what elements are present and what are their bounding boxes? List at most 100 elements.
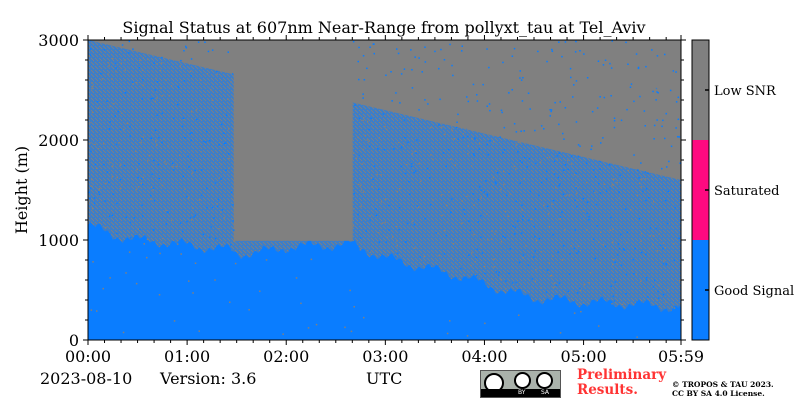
noise-speck [451,66,453,68]
noise-speck [199,79,202,81]
noise-speck [561,55,563,58]
noise-speck [456,121,458,123]
noise-speck [553,173,556,175]
noise-speck [588,218,590,221]
noise-speck [140,177,143,180]
noise-speck [677,118,680,121]
noise-speck [378,73,380,75]
noise-speck [580,51,582,54]
noise-speck [485,180,487,182]
noise-speck [206,206,208,209]
cc-license-badge: BY SA [480,370,561,398]
noise-speck [613,259,615,261]
noise-speck [126,122,128,125]
noise-speck [146,238,149,241]
noise-speck [565,86,567,89]
noise-speck [450,128,453,130]
noise-speck [449,320,451,322]
noise-speck [614,40,616,43]
noise-speck [366,120,369,123]
noise-speck [384,88,386,90]
low-snr-block [233,40,353,241]
noise-speck [91,185,93,188]
noise-speck [89,197,91,200]
noise-speck [591,238,594,241]
noise-speck [359,237,362,239]
noise-speck [613,300,615,302]
noise-speck [626,231,629,233]
noise-speck [627,63,629,65]
noise-speck [534,250,537,252]
noise-speck [573,247,576,250]
noise-speck [543,150,545,153]
noise-speck [556,63,558,66]
noise-speck [576,252,578,254]
noise-speck [652,63,654,65]
noise-speck [215,52,217,54]
noise-speck [88,55,91,57]
noise-speck [508,92,510,94]
noise-speck [182,175,185,177]
noise-speck [233,111,235,114]
noise-speck [468,254,470,256]
noise-speck [519,261,521,264]
noise-speck [577,245,580,247]
noise-speck [153,199,156,202]
noise-speck [362,61,364,64]
noise-speck [534,280,536,282]
noise-speck [559,183,561,185]
noise-speck [230,243,232,246]
noise-speck [622,112,624,115]
noise-speck [599,261,601,264]
noise-speck [385,50,388,52]
noise-speck [667,190,669,192]
noise-speck [92,85,94,87]
noise-speck [353,192,355,195]
noise-speck [633,81,636,84]
noise-speck [168,95,171,97]
noise-speck [167,101,169,104]
noise-speck [91,82,93,84]
noise-speck [307,327,310,329]
noise-speck [586,45,588,47]
noise-speck [111,78,113,80]
noise-speck [453,138,455,140]
noise-speck [522,254,525,256]
noise-speck [515,144,517,146]
noise-speck [675,71,677,73]
noise-speck [493,258,495,260]
noise-speck [638,300,641,302]
noise-speck [140,141,142,144]
noise-speck [662,262,665,265]
noise-speck [107,73,109,75]
noise-speck [369,219,371,221]
noise-speck [672,243,675,245]
noise-speck [549,115,551,117]
noise-speck [159,69,162,72]
noise-speck [548,262,550,264]
noise-speck [315,323,318,326]
noise-speck [543,204,545,207]
x-tick-label: 05:59 [658,347,704,366]
noise-speck [155,129,157,131]
noise-speck [645,279,648,281]
noise-speck [198,330,200,332]
noise-speck [398,228,400,231]
noise-speck [406,164,408,166]
noise-speck [489,140,491,142]
noise-speck [223,142,226,145]
noise-speck [618,197,620,200]
noise-speck [664,53,666,56]
noise-speck [633,273,635,275]
noise-speck [161,95,164,97]
noise-speck [576,110,578,112]
noise-speck [668,222,670,224]
noise-speck [190,219,193,221]
noise-speck [182,117,185,119]
noise-speck [434,74,436,76]
noise-speck [625,157,627,159]
noise-speck [501,111,503,114]
noise-speck [362,148,364,151]
noise-speck [636,146,638,149]
noise-speck [638,124,640,126]
